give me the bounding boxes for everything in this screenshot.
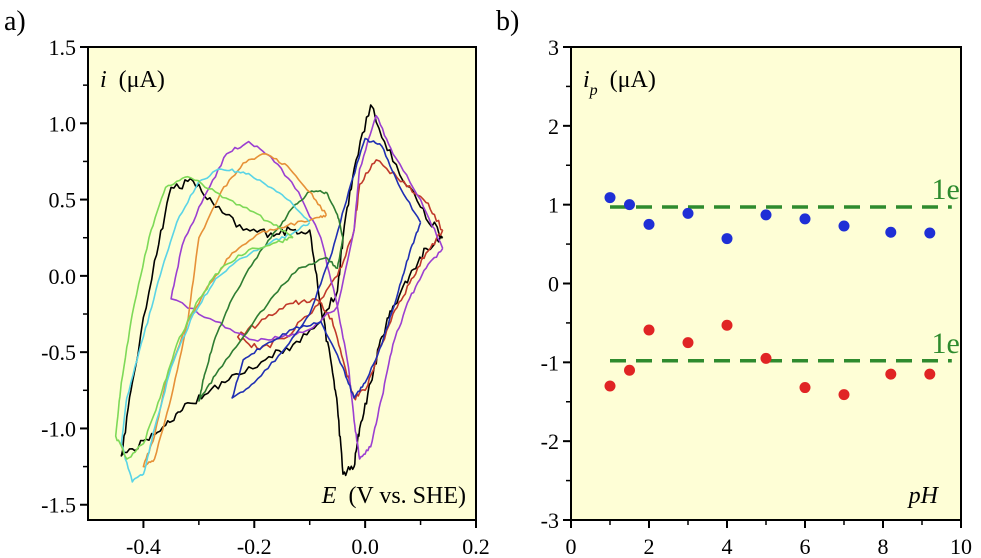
panel-b-reference-label-1: 1e [931,173,959,206]
panel-a-ytick-label: -1.5 [41,493,76,518]
panel-a-label: a) [4,6,26,37]
panel-b-xtick-label: 10 [950,534,972,558]
panel-b-ticks: 0 2 4 6 8 10 -3 -2 -1 0 1 2 3 [541,35,972,558]
panel-a-cv-series-1 [120,104,444,477]
panel-b-ytick-label: 0 [548,272,559,297]
panel-a-ytick-label: -0.5 [41,340,76,365]
panel-b-point-series-2 [604,380,616,392]
panel-b-reference-label-2: 1e [931,327,959,360]
panel-b-chart: 1e 1e 0 2 4 6 8 10 -3 -2 -1 0 1 2 3 b) ip (μA) pH [496,6,972,558]
panel-b-point-series-1 [924,227,936,239]
panel-a-cv-series-8 [114,175,294,460]
panel-b-series-group [604,192,936,401]
panel-b-point-series-1 [682,207,694,219]
panel-a-ylabel: i (μA) [100,67,165,93]
panel-b-xtick-label: 4 [722,534,733,558]
panel-b-ytick-label: -3 [541,508,559,533]
panel-b-xtick-label: 2 [644,534,655,558]
panel-b-point-series-2 [799,382,811,394]
panel-a-xlabel: E (V vs. SHE) [321,483,466,509]
panel-b-ytick-label: 2 [548,114,559,139]
panel-a-xtick-label: -0.2 [237,534,272,558]
panel-b-point-series-2 [624,364,635,376]
panel-a-ytick-label: 0.5 [49,188,77,213]
panel-a-ticks: -0.4 -0.2 0.0 0.2 -1.5 -1.0 -0.5 0.0 0.5 1.0 1.5 [41,35,490,558]
panel-a-xtick-label: 0.0 [351,534,379,558]
panel-a-ytick-label: 1.0 [49,111,77,136]
panel-b-point-series-2 [924,368,936,380]
panel-b-point-series-1 [604,192,616,204]
panel-b-point-series-2 [885,368,897,380]
panel-a-cv-series-7 [120,168,311,483]
panel-b-point-series-1 [721,233,733,245]
panel-b-point-series-1 [643,218,655,230]
panel-b-ytick-label: 3 [548,35,559,60]
panel-b-point-series-1 [838,220,850,232]
panel-b-point-series-1 [760,209,772,221]
panel-b-point-series-2 [838,389,850,401]
panel-a-cv-series-4 [231,137,422,399]
panel-b-point-series-2 [721,319,733,331]
panel-b-ytick-label: -2 [541,429,559,454]
panel-b-point-series-1 [885,226,897,238]
panel-a-xtick-label: -0.4 [126,534,161,558]
panel-a-ytick-label: 1.5 [49,35,77,60]
panel-a-series-group [114,104,444,483]
panel-a-ytick-label: -1.0 [41,416,76,441]
panel-b-xtick-label: 6 [800,534,811,558]
panel-a-ytick-label: 0.0 [49,264,77,289]
panel-b-xtick-label: 0 [566,534,577,558]
panel-a-cv-series-6 [142,153,328,468]
panel-a-chart: -0.4 -0.2 0.0 0.2 -1.5 -1.0 -0.5 0.0 0.5 1.0 1.5 a… [4,6,490,558]
panel-b-point-series-1 [624,199,635,211]
panel-b-reference-lines: 1e 1e [610,173,960,363]
panel-b-xtick-label: 8 [878,534,889,558]
panel-b-label: b) [496,6,519,37]
panel-b-ytick-label: 1 [548,193,559,218]
panel-a-xtick-label: 0.2 [462,534,490,558]
panel-b-xlabel: pH [907,483,940,509]
panel-b-point-series-2 [682,337,694,349]
panel-b-point-series-2 [760,352,772,364]
panel-b-plot-area [570,46,962,521]
panel-b-point-series-2 [643,324,655,336]
panel-a-cv-series-3 [170,114,444,460]
panel-b-ytick-label: -1 [541,350,559,375]
panel-b-point-series-1 [799,213,811,225]
panel-b-ylabel: ip (μA) [583,67,656,101]
